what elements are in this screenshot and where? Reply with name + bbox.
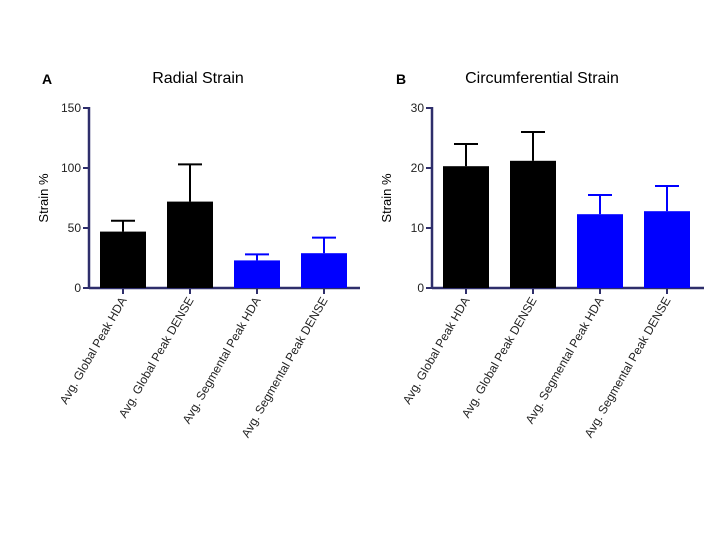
y-tick-label: 50: [68, 221, 82, 235]
bar: [234, 260, 280, 288]
bar: [301, 253, 347, 288]
x-categories-circumferential: Avg. Global Peak HDA Avg. Global Peak DE…: [400, 295, 674, 440]
y-tick-label: 100: [61, 161, 81, 175]
y-axis-label-radial: Strain %: [36, 173, 51, 223]
bars-circumferential: [426, 107, 704, 294]
y-tick-label: 0: [74, 281, 81, 295]
y-tick-label: 150: [61, 101, 81, 115]
y-axis-label-circumferential: Strain %: [379, 173, 394, 223]
y-tick-label: 20: [411, 161, 425, 175]
bar: [443, 166, 489, 288]
chart-title-circumferential: Circumferential Strain: [465, 70, 619, 87]
bar: [100, 231, 146, 288]
chart-circumferential-strain: B Circumferential Strain Strain % 0 10 2…: [379, 70, 704, 440]
y-ticks-circumferential: 0 10 20 30: [411, 101, 425, 295]
bar: [510, 160, 556, 288]
x-category-label: Avg. Global Peak HDA: [57, 295, 130, 407]
bar: [577, 214, 623, 288]
x-categories-radial: Avg. Global Peak HDA Avg. Global Peak DE…: [57, 295, 331, 440]
y-tick-label: 0: [417, 281, 424, 295]
bar: [644, 211, 690, 288]
x-category-label: Avg. Global Peak DENSE: [116, 295, 197, 421]
y-tick-label: 10: [411, 221, 425, 235]
x-category-label: Avg. Global Peak DENSE: [459, 295, 540, 421]
bar: [167, 201, 213, 288]
x-category-label: Avg. Segmental Peak HDA: [523, 295, 607, 427]
panel-label-b: B: [396, 71, 406, 87]
bars-radial: [83, 107, 360, 294]
x-category-label: Avg. Segmental Peak HDA: [180, 295, 264, 427]
y-ticks-radial: 0 50 100 150: [61, 101, 81, 295]
panel-label-a: A: [42, 71, 52, 87]
chart-radial-strain: A Radial Strain Strain % 0 50 100 150 Av…: [36, 70, 360, 440]
x-category-label: Avg. Global Peak HDA: [400, 295, 473, 407]
y-tick-label: 30: [411, 101, 425, 115]
chart-title-radial: Radial Strain: [152, 70, 244, 87]
